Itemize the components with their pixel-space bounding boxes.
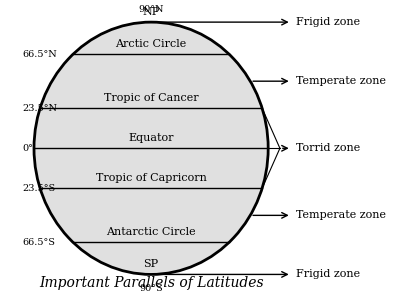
Text: Frigid zone: Frigid zone: [295, 269, 360, 279]
Text: Tropic of Capricorn: Tropic of Capricorn: [96, 173, 206, 183]
Text: 90°S: 90°S: [139, 284, 163, 293]
Text: Temperate zone: Temperate zone: [295, 76, 385, 86]
Text: Equator: Equator: [128, 133, 174, 143]
Ellipse shape: [34, 22, 268, 274]
Text: 90°N: 90°N: [138, 4, 164, 14]
Text: 23.5°S: 23.5°S: [22, 184, 55, 193]
Text: SP: SP: [144, 259, 159, 269]
Text: 0°: 0°: [22, 144, 33, 153]
Text: Important Parallels of Latitudes: Important Parallels of Latitudes: [39, 276, 263, 290]
Text: Arctic Circle: Arctic Circle: [116, 39, 187, 49]
Text: 66.5°N: 66.5°N: [22, 50, 57, 59]
Text: Tropic of Cancer: Tropic of Cancer: [104, 93, 198, 103]
Text: Antarctic Circle: Antarctic Circle: [106, 227, 196, 237]
Text: Temperate zone: Temperate zone: [295, 210, 385, 220]
Text: Torrid zone: Torrid zone: [295, 143, 360, 153]
Text: 66.5°S: 66.5°S: [22, 238, 55, 247]
Text: NP: NP: [142, 7, 160, 17]
Text: 23.5°N: 23.5°N: [22, 104, 57, 113]
Text: Frigid zone: Frigid zone: [295, 17, 360, 27]
